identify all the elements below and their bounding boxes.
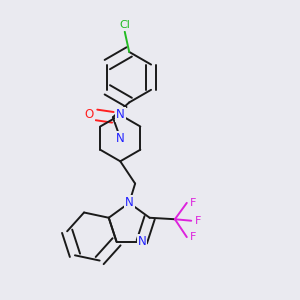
Text: F: F bbox=[190, 198, 196, 208]
Text: N: N bbox=[116, 108, 125, 122]
Text: O: O bbox=[85, 108, 94, 122]
Text: N: N bbox=[137, 235, 146, 248]
Text: Cl: Cl bbox=[119, 20, 130, 30]
Text: N: N bbox=[116, 132, 125, 145]
Text: N: N bbox=[125, 196, 134, 209]
Text: F: F bbox=[195, 216, 201, 226]
Text: F: F bbox=[190, 232, 196, 242]
Text: N: N bbox=[125, 196, 134, 209]
